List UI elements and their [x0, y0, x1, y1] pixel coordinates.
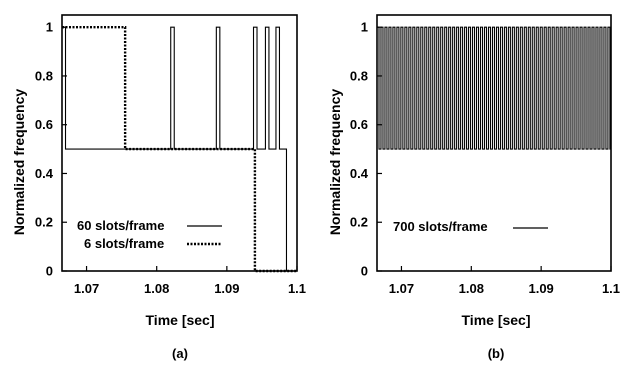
panel-a: Normalized frequency 0 0.2 0.4 0.6 0.8 1 1.07…	[11, 14, 306, 361]
legend-a: 60 slots/frame 6 slots/frame	[77, 218, 222, 251]
y-tick-label: 0.8	[350, 68, 368, 83]
x-ticks-a: 1.07 1.08 1.09 1.1	[74, 266, 306, 296]
legend-label-6-slots: 6 slots/frame	[84, 236, 164, 251]
legend-b: 700 slots/frame	[390, 216, 550, 236]
x-axis-label-a: Time [sec]	[146, 312, 215, 328]
y-tick-label: 0.4	[35, 166, 54, 181]
x-axis-label-b: Time [sec]	[462, 312, 531, 328]
legend-label-700-slots: 700 slots/frame	[393, 219, 488, 234]
series-group-b	[377, 26, 611, 150]
y-tick-label: 0	[361, 264, 368, 279]
y-tick-label: 0.8	[35, 68, 53, 83]
x-tick-label: 1.09	[214, 281, 239, 296]
x-tick-label: 1.09	[528, 281, 553, 296]
legend-label-60-slots: 60 slots/frame	[77, 218, 164, 233]
x-tick-label: 1.1	[288, 281, 306, 296]
series-line-60-slots-frame	[62, 26, 297, 272]
y-tick-label: 0.2	[350, 215, 368, 230]
y-axis-label-a: Normalized frequency	[11, 89, 27, 235]
x-tick-label: 1.08	[144, 281, 169, 296]
y-tick-label: 0.4	[350, 166, 369, 181]
panel-caption-a: (a)	[172, 346, 188, 361]
x-tick-label: 1.07	[389, 281, 414, 296]
y-tick-label: 0.2	[35, 215, 53, 230]
series-line-6-slots-frame	[62, 25, 297, 273]
x-ticks-b: 1.07 1.08 1.09 1.1	[389, 266, 620, 296]
x-tick-label: 1.1	[602, 281, 620, 296]
y-tick-label: 1	[46, 20, 53, 35]
y-tick-label: 0.6	[35, 117, 53, 132]
x-tick-label: 1.07	[74, 281, 99, 296]
series-group-a	[62, 25, 297, 273]
plot-frame-a	[61, 14, 298, 272]
panel-b: Normalized frequency 0 0.2 0.4 0.6 0.8 1 1.07…	[327, 14, 620, 361]
series-line-700-slots-frame	[377, 26, 611, 150]
y-tick-label: 0.6	[350, 117, 368, 132]
y-axis-label-b: Normalized frequency	[327, 89, 343, 235]
y-tick-label: 0	[46, 264, 53, 279]
legend-background-b	[390, 216, 550, 236]
plot-frame-b	[376, 14, 612, 272]
x-tick-label: 1.08	[459, 281, 484, 296]
panel-caption-b: (b)	[488, 346, 505, 361]
y-tick-label: 1	[361, 20, 368, 35]
